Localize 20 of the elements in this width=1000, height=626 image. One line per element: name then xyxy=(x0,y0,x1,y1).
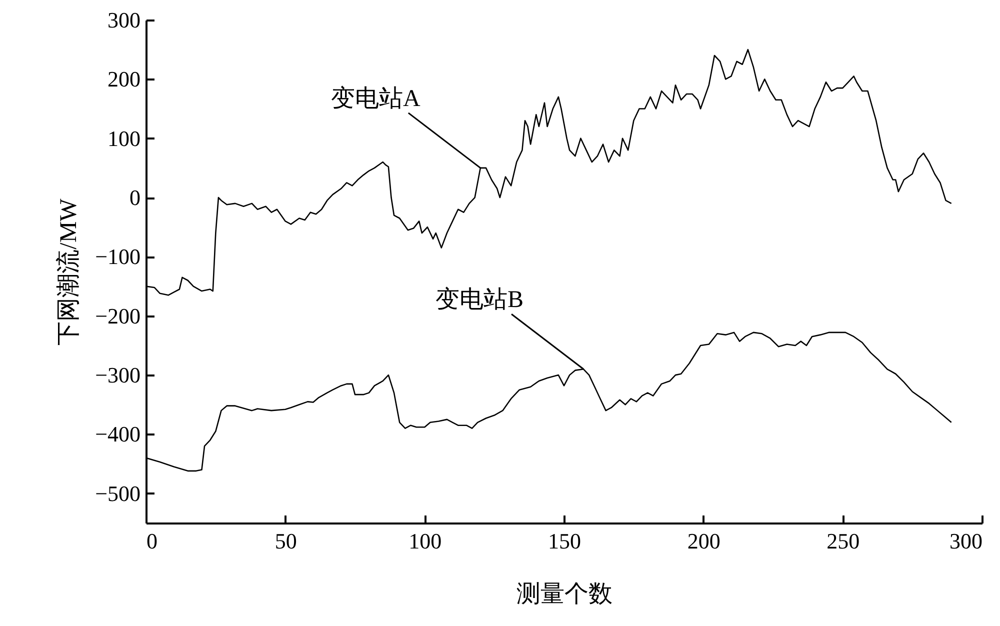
y-tick-label: 300 xyxy=(108,8,140,32)
y-tick-label: 0 xyxy=(130,185,140,210)
x-tick-label: 50 xyxy=(274,528,297,554)
y-axis-title: 下网潮流/MW xyxy=(55,198,82,346)
y-tick-label: −100 xyxy=(95,244,140,270)
y-tick-label: −500 xyxy=(95,480,140,506)
x-tick-label: 300 xyxy=(950,528,982,554)
x-tick-label: 0 xyxy=(146,528,158,554)
y-tick-label: −300 xyxy=(95,362,140,388)
x-axis-title: 测量个数 xyxy=(516,582,612,608)
y-tick-label: 100 xyxy=(108,126,140,151)
annotation: 变电站A xyxy=(331,84,422,112)
x-tick-label: 100 xyxy=(408,528,442,554)
x-tick-label: 250 xyxy=(826,528,860,554)
annotation: 变电站B xyxy=(435,286,524,314)
y-tick-label: 200 xyxy=(108,66,140,92)
y-tick-label: −200 xyxy=(95,303,140,328)
x-tick-label: 150 xyxy=(548,528,581,554)
x-tick-label: 200 xyxy=(687,528,720,554)
y-tick-label: −400 xyxy=(95,422,140,447)
